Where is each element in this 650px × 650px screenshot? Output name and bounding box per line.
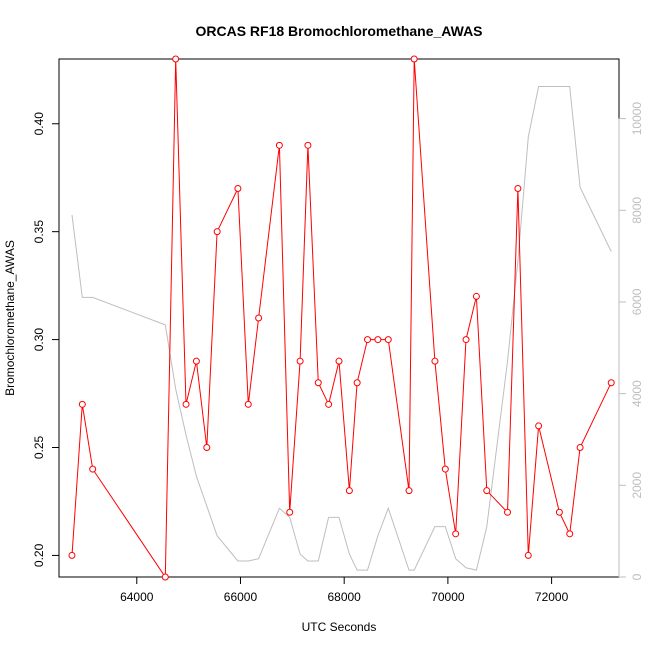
series-point [410,55,418,63]
series-point [431,357,439,365]
series-point [172,55,180,63]
series-point [182,400,190,408]
series-point [89,465,97,473]
series-point [555,508,563,516]
plot-frame [58,58,620,578]
y-axis-left: 0.20 0.25 0.30 0.35 0.40 [32,112,60,567]
series-point [68,551,76,559]
series-point [296,357,304,365]
series-point [364,336,372,344]
x-axis-label: UTC Seconds [302,620,377,634]
series-point [345,487,353,495]
y2-tick-label: 6000 [630,288,644,315]
y-tick-label: 0.20 [32,543,46,567]
y-tick-label: 0.25 [32,435,46,459]
series-point [192,357,200,365]
series-point [483,487,491,495]
series-point [275,141,283,149]
series-point [576,444,584,451]
x-tick-label: 68000 [327,590,361,604]
series-point [524,551,532,559]
y2-tick-label: 0 [630,573,644,580]
y2-tick-label: 2000 [630,472,644,499]
y2-tick-label: 4000 [630,380,644,407]
series-layer [68,55,615,581]
series-point [452,530,460,538]
series-point [462,336,470,344]
x-tick-label: 66000 [224,590,258,604]
series-line-0 [71,58,612,579]
series-point [504,508,512,516]
y-tick-label: 0.35 [32,220,46,244]
series-point [325,400,333,408]
series-point [566,530,574,538]
series-point [304,141,312,149]
series-point [607,379,615,387]
y-axis-label: Bromochloromethane_AWAS [3,240,17,396]
series-point [353,379,361,387]
y2-tick-label: 8000 [630,197,644,224]
series-point [234,185,242,192]
x-axis: 64000 66000 68000 70000 72000 [120,576,569,604]
series-point [203,444,211,451]
series-point [405,487,413,495]
series-point [314,379,322,387]
series-line-1 [71,86,612,571]
x-tick-label: 70000 [431,590,465,604]
series-point [161,573,169,581]
y-tick-label: 0.30 [32,328,46,352]
series-point [384,336,392,344]
series-point [255,314,263,322]
x-tick-label: 64000 [120,590,154,604]
y-tick-label: 0.40 [32,112,46,136]
chart-title: ORCAS RF18 Bromochloromethane_AWAS [195,23,482,39]
y-axis-right: 0 2000 4000 6000 8000 10000 [618,102,644,580]
series-point [535,422,543,430]
y2-tick-label: 10000 [630,102,644,136]
series-point [335,357,343,365]
series-point [286,508,294,516]
series-point [244,400,252,408]
series-point [441,465,449,473]
series-point [78,400,86,408]
series-point [213,228,221,236]
series-point [374,336,382,344]
x-tick-label: 72000 [535,590,569,604]
series-point [472,292,480,300]
series-point [514,185,522,192]
